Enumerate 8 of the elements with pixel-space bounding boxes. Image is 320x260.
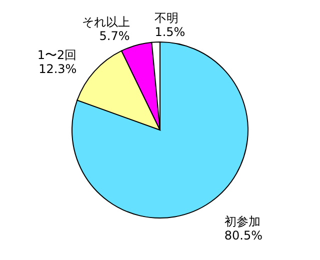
slice-label: それ以上 xyxy=(82,15,130,30)
data-label: 1.5% xyxy=(154,25,186,40)
slice-label: 不明 xyxy=(154,11,179,26)
slice-label: 1〜2回 xyxy=(37,48,77,62)
slice-label: 初参加 xyxy=(224,214,260,229)
data-label: 5.7% xyxy=(99,29,130,44)
data-label: 12.3% xyxy=(38,62,77,76)
data-label: 80.5% xyxy=(224,228,263,243)
